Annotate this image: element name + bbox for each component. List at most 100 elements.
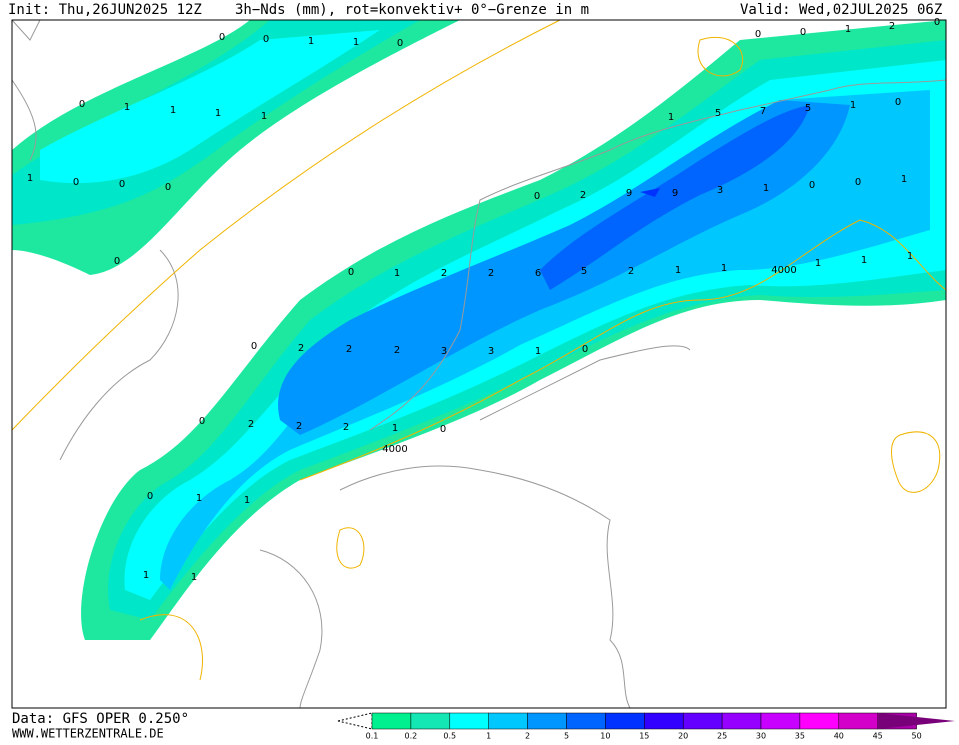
legend-swatch (566, 712, 606, 730)
value-label: 0 (199, 416, 205, 427)
legend-swatch (721, 712, 762, 730)
value-label: 5 (581, 266, 587, 277)
value-label: 2 (889, 21, 895, 32)
value-label: 0 (73, 177, 79, 188)
legend-tick-label: 35 (795, 732, 805, 741)
precipitation-field (12, 20, 947, 640)
legend-swatch (527, 712, 567, 730)
legend-swatch (644, 712, 684, 730)
value-label: 1 (196, 493, 202, 504)
legend-swatch (605, 712, 645, 730)
value-label: 0 (534, 191, 540, 202)
legend-swatch (760, 712, 801, 730)
value-label: 2 (488, 268, 494, 279)
website: WWW.WETTERZENTRALE.DE (12, 727, 164, 741)
legend-swatch (838, 712, 878, 730)
legend-tick-label: 40 (834, 732, 844, 741)
value-label: 0 (440, 424, 446, 435)
legend-tick-label: 50 (912, 732, 922, 741)
value-label: 9 (672, 188, 678, 199)
legend-tick-label: 0.5 (443, 732, 456, 741)
legend-over-arrow (877, 713, 955, 729)
map-labels: 0 0 1 1 0 0 1 1 1 1 1 0 0 0 0 0 0 1 2 0 1 5 7 5 1 0 0 2 9 9 3 1 0 0 1 0 1 2 2 6… (27, 17, 940, 583)
legend-tick-label: 45 (873, 732, 883, 741)
value-label: 2 (346, 344, 352, 355)
legend-swatch (488, 712, 528, 730)
value-label: 1 (261, 111, 267, 122)
legend-swatch (799, 712, 840, 730)
legend-tick-label: 25 (717, 732, 727, 741)
value-label: 0 (165, 182, 171, 193)
data-source: Data: GFS OPER 0.250° (12, 711, 189, 727)
legend-swatch (682, 712, 723, 730)
value-label: 3 (441, 346, 447, 357)
contour-line (336, 36, 941, 569)
legend-tick-label: 20 (678, 732, 688, 741)
value-label: 5 (715, 108, 721, 119)
value-label: 1 (394, 268, 400, 279)
border (259, 345, 691, 709)
value-label: 2 (580, 190, 586, 201)
valid-time: Valid: Wed,02JUL2025 06Z (740, 2, 942, 18)
precip-band (40, 30, 380, 184)
legend-tick-label: 2 (525, 732, 530, 741)
value-label: 0 (809, 180, 815, 191)
value-label: 0 (895, 97, 901, 108)
value-label: 0 (79, 99, 85, 110)
contour-label: 4000 (771, 265, 796, 276)
value-label: 2 (248, 419, 254, 430)
value-label: 1 (901, 174, 907, 185)
value-label: 0 (934, 17, 940, 28)
value-label: 0 (147, 491, 153, 502)
value-label: 0 (114, 256, 120, 267)
legend-under-arrow (337, 712, 373, 730)
value-label: 0 (397, 38, 403, 49)
legend-tick-label: 0.1 (366, 732, 379, 741)
value-label: 0 (119, 179, 125, 190)
value-label: 2 (628, 266, 634, 277)
value-label: 0 (348, 267, 354, 278)
contour-label: 4000 (382, 444, 407, 455)
value-label: 3 (717, 185, 723, 196)
legend-swatch (410, 712, 451, 730)
legend-swatch (371, 712, 412, 730)
legend-tick-label: 0.2 (405, 732, 418, 741)
value-label: 3 (488, 346, 494, 357)
value-label: 0 (251, 341, 257, 352)
value-label: 0 (219, 32, 225, 43)
value-label: 1 (907, 251, 913, 262)
value-label: 1 (27, 173, 33, 184)
legend-swatch (449, 712, 489, 730)
value-label: 2 (394, 345, 400, 356)
value-label: 1 (392, 423, 398, 434)
contour-line (11, 19, 561, 431)
value-label: 0 (582, 344, 588, 355)
value-label: 6 (535, 268, 541, 279)
coastline (369, 79, 947, 431)
value-label: 1 (850, 100, 856, 111)
value-label: 1 (535, 346, 541, 357)
value-label: 2 (296, 421, 302, 432)
value-label: 1 (124, 102, 130, 113)
coastline (11, 19, 179, 461)
value-label: 1 (861, 255, 867, 266)
precip-band (640, 188, 660, 197)
value-label: 1 (308, 36, 314, 47)
value-label: 0 (263, 34, 269, 45)
value-label: 1 (763, 183, 769, 194)
value-label: 1 (668, 112, 674, 123)
contour-line (299, 219, 947, 481)
value-label: 5 (805, 103, 811, 114)
init-time: Init: Thu,26JUN2025 12Z (8, 2, 202, 18)
border (339, 465, 631, 709)
value-label: 1 (845, 24, 851, 35)
value-label: 1 (170, 105, 176, 116)
coastlines (11, 19, 947, 709)
value-label: 1 (215, 108, 221, 119)
precip-band (12, 20, 460, 275)
legend-tick-label: 1 (486, 732, 491, 741)
legend-tick-label: 10 (600, 732, 610, 741)
value-label: 1 (244, 495, 250, 506)
contour-line (139, 614, 203, 681)
value-label: 2 (298, 343, 304, 354)
